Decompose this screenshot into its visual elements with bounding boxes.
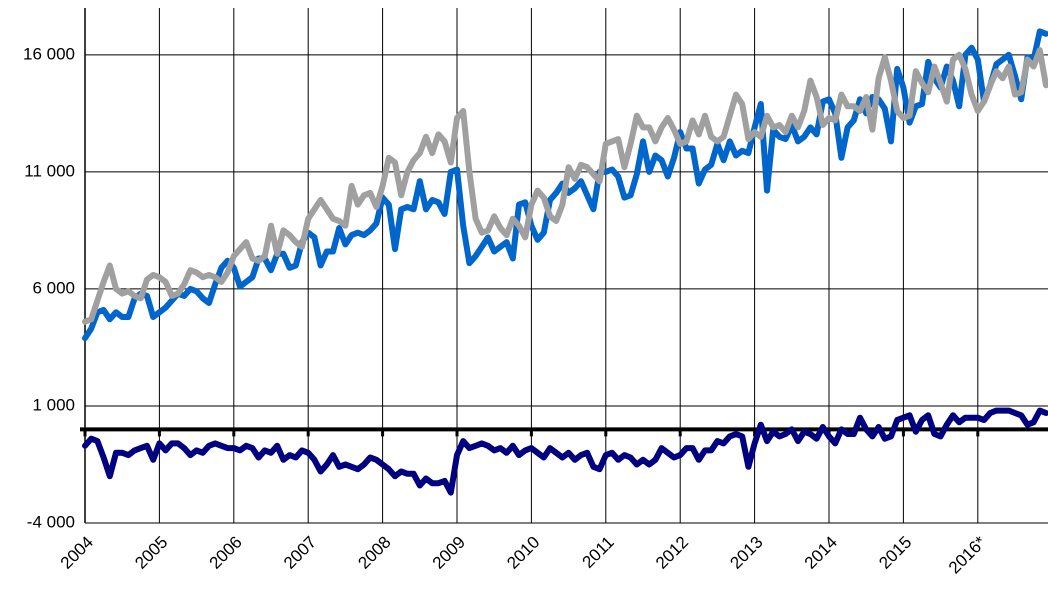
- series-line: [82, 47, 1048, 325]
- x-tick-label: 2006: [206, 533, 246, 573]
- x-tick-label: 2008: [354, 533, 394, 573]
- y-tick-label: 11 000: [24, 161, 75, 180]
- y-tick-label: 1 000: [32, 395, 75, 414]
- x-tick-label: 2010: [503, 533, 543, 573]
- x-tick-label: 2009: [429, 533, 469, 573]
- x-tick-label: 2012: [652, 533, 692, 573]
- x-tick-label: 2015: [875, 533, 915, 573]
- y-tick-label: -4 000: [27, 512, 75, 531]
- x-tick-label: 2016*: [945, 532, 990, 577]
- x-tick-label: 2013: [726, 533, 766, 573]
- x-tick-label: 2004: [57, 533, 97, 573]
- x-tick-label: 2011: [579, 533, 618, 572]
- y-tick-label: 6 000: [32, 278, 75, 297]
- series-line: [82, 407, 1048, 496]
- x-tick-label: 2005: [131, 533, 171, 573]
- x-tick-label: 2014: [801, 533, 841, 573]
- y-tick-label: 16 000: [23, 44, 75, 63]
- x-tick-label: 2007: [280, 533, 320, 573]
